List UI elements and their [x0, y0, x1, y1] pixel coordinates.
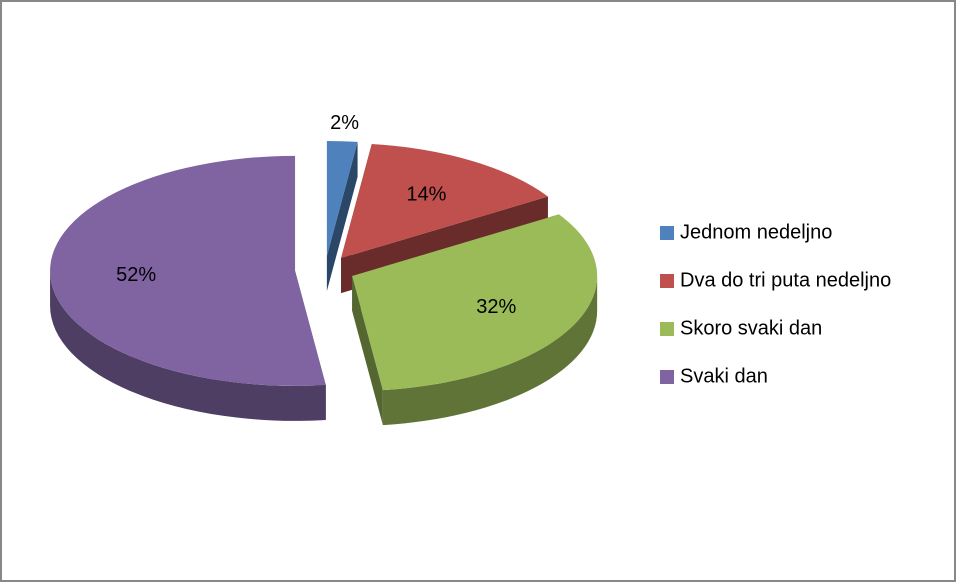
legend-label: Skoro svaki dan — [680, 317, 822, 339]
legend-label: Dva do tri puta nedeljno — [680, 269, 891, 291]
data-label: 32% — [476, 296, 516, 318]
legend-swatch — [660, 322, 674, 336]
slice-wall — [50, 270, 326, 421]
legend-label: Jednom nedeljno — [680, 221, 832, 243]
pie-slice — [326, 140, 358, 291]
data-label: 14% — [406, 183, 446, 205]
legend-swatch — [660, 226, 674, 240]
pie-slice — [50, 155, 326, 421]
slice-top — [341, 144, 548, 259]
pie-slice — [352, 214, 598, 426]
legend-swatch — [660, 370, 674, 384]
slice-top — [352, 214, 598, 391]
legend-swatch — [660, 274, 674, 288]
legend-label: Svaki dan — [680, 365, 768, 387]
slice-top — [326, 140, 358, 256]
slice-side — [326, 141, 358, 291]
data-label: 2% — [330, 112, 359, 134]
slice-top — [50, 155, 326, 386]
slice-wall — [382, 275, 598, 426]
slice-side — [352, 275, 383, 426]
data-label: 52% — [116, 264, 156, 286]
